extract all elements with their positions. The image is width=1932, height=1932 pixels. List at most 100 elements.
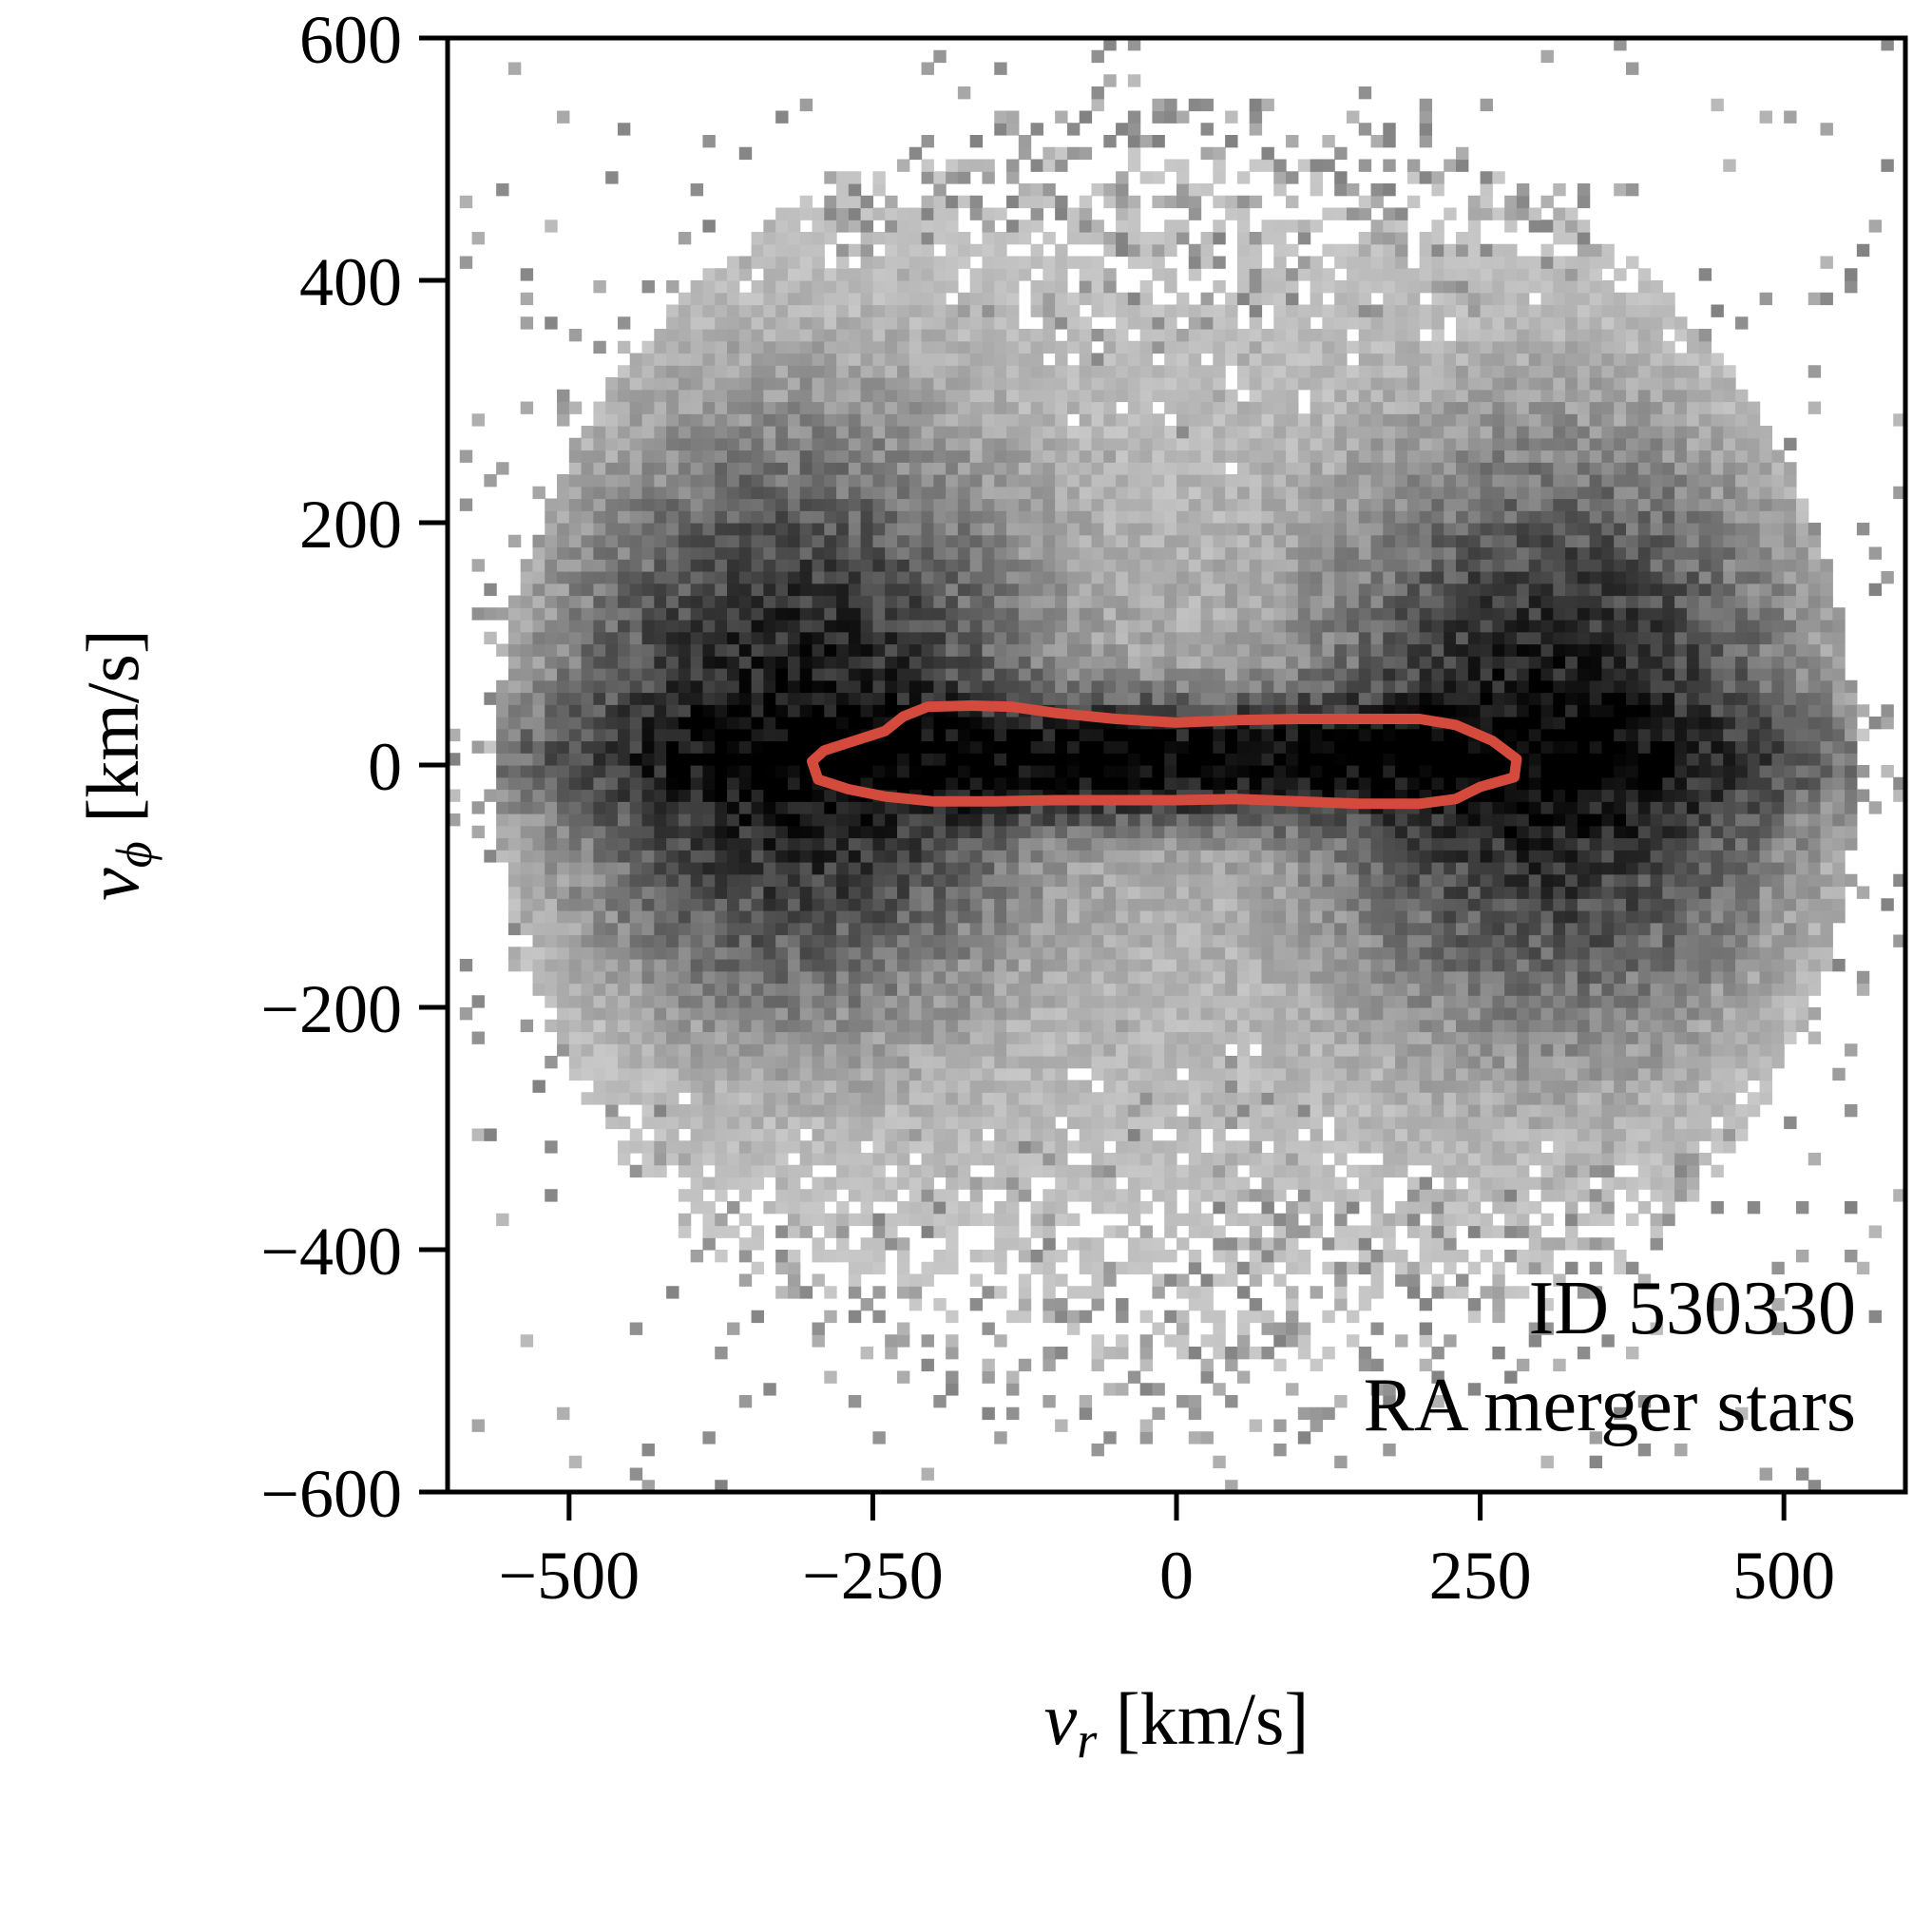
- heatmap-cell: [727, 546, 740, 560]
- heatmap-cell: [921, 426, 934, 439]
- heatmap-cell: [617, 401, 631, 414]
- heatmap-cell: [994, 1431, 1007, 1444]
- heatmap-cell: [1200, 740, 1214, 754]
- heatmap-cell: [763, 292, 776, 306]
- heatmap-cell: [763, 898, 776, 911]
- heatmap-cell: [1200, 365, 1214, 378]
- heatmap-cell: [629, 486, 643, 500]
- heatmap-cell: [678, 1140, 692, 1154]
- heatmap-cell: [1176, 329, 1190, 342]
- heatmap-cell: [1091, 643, 1104, 657]
- heatmap-cell: [1188, 643, 1202, 657]
- heatmap-cell: [702, 692, 716, 705]
- heatmap-cell: [1200, 486, 1214, 500]
- heatmap-cell: [1018, 922, 1032, 936]
- heatmap-cell: [1176, 1286, 1190, 1299]
- heatmap-cell: [812, 583, 825, 597]
- heatmap-cell: [532, 801, 545, 814]
- heatmap-cell: [1043, 1128, 1056, 1141]
- heatmap-cell: [1103, 947, 1117, 960]
- heatmap-cell: [763, 280, 776, 294]
- heatmap-cell: [1079, 546, 1093, 560]
- heatmap-cell: [872, 1092, 886, 1105]
- heatmap-cell: [872, 1176, 886, 1190]
- heatmap-cell: [678, 862, 692, 875]
- heatmap-cell: [629, 353, 643, 366]
- heatmap-cell: [738, 934, 753, 947]
- heatmap-cell: [1018, 643, 1032, 657]
- heatmap-cell: [459, 195, 473, 209]
- heatmap-cell: [1043, 825, 1056, 839]
- heatmap-cell: [1188, 1176, 1202, 1190]
- heatmap-cell: [860, 340, 874, 354]
- heatmap-cell: [1200, 1273, 1214, 1287]
- heatmap-cell: [1188, 389, 1202, 403]
- heatmap-cell: [738, 401, 753, 414]
- heatmap-cell: [775, 304, 789, 317]
- heatmap-cell: [715, 898, 728, 911]
- heatmap-cell: [727, 656, 740, 669]
- heatmap-cell: [738, 898, 753, 911]
- heatmap-cell: [799, 450, 813, 463]
- heatmap-cell: [1018, 825, 1032, 839]
- heatmap-cell: [727, 1031, 740, 1044]
- heatmap-cell: [848, 1067, 862, 1081]
- heatmap-cell: [593, 643, 606, 657]
- heatmap-cell: [568, 1067, 583, 1081]
- heatmap-cell: [946, 1370, 959, 1384]
- heatmap-cell: [787, 437, 801, 451]
- heatmap-cell: [557, 571, 570, 584]
- heatmap-cell: [1164, 559, 1177, 572]
- heatmap-cell: [933, 316, 947, 330]
- heatmap-cell: [1103, 1383, 1117, 1396]
- heatmap-cell: [1225, 995, 1238, 1008]
- heatmap-cell: [1018, 340, 1032, 354]
- heatmap-cell: [969, 898, 984, 911]
- heatmap-cell: [872, 717, 886, 730]
- heatmap-cell: [896, 656, 910, 669]
- heatmap-cell: [1116, 886, 1129, 899]
- heatmap-cell: [896, 437, 910, 451]
- heatmap-cell: [654, 340, 667, 354]
- heatmap-cell: [896, 426, 910, 439]
- heatmap-cell: [507, 825, 522, 839]
- heatmap-cell: [1139, 595, 1154, 608]
- heatmap-cell: [715, 668, 728, 681]
- heatmap-cell: [1043, 280, 1056, 294]
- heatmap-cell: [1200, 462, 1214, 475]
- heatmap-cell: [1030, 486, 1043, 500]
- heatmap-cell: [581, 523, 594, 536]
- heatmap-cell: [581, 571, 594, 584]
- heatmap-cell: [593, 1080, 606, 1093]
- heatmap-cell: [969, 546, 984, 560]
- heatmap-cell: [1139, 243, 1154, 258]
- heatmap-cell: [738, 1237, 753, 1251]
- heatmap-cell: [982, 595, 995, 608]
- heatmap-cell: [885, 220, 898, 233]
- heatmap-cell: [738, 607, 753, 621]
- heatmap-cell: [994, 934, 1007, 947]
- heatmap-cell: [1066, 1092, 1081, 1105]
- heatmap-cell: [775, 1261, 789, 1275]
- heatmap-cell: [933, 850, 947, 863]
- heatmap-cell: [1213, 668, 1226, 681]
- heatmap-cell: [1055, 1104, 1068, 1118]
- heatmap-cell: [799, 486, 813, 500]
- heatmap-cell: [836, 704, 850, 717]
- heatmap-cell: [1055, 1128, 1068, 1141]
- heatmap-cell: [885, 413, 898, 427]
- heatmap-cell: [581, 983, 594, 996]
- heatmap-cell: [1018, 1056, 1032, 1069]
- heatmap-cell: [1225, 292, 1238, 306]
- heatmap-cell: [824, 401, 837, 414]
- heatmap-cell: [1006, 668, 1020, 681]
- heatmap-cell: [593, 983, 606, 996]
- heatmap-cell: [812, 316, 825, 330]
- heatmap-cell: [933, 1250, 947, 1263]
- heatmap-cell: [909, 1043, 923, 1057]
- heatmap-cell: [617, 377, 631, 391]
- heatmap-cell: [896, 898, 910, 911]
- heatmap-cell: [1200, 559, 1214, 572]
- heatmap-cell: [715, 292, 728, 306]
- heatmap-cell: [1006, 1153, 1020, 1166]
